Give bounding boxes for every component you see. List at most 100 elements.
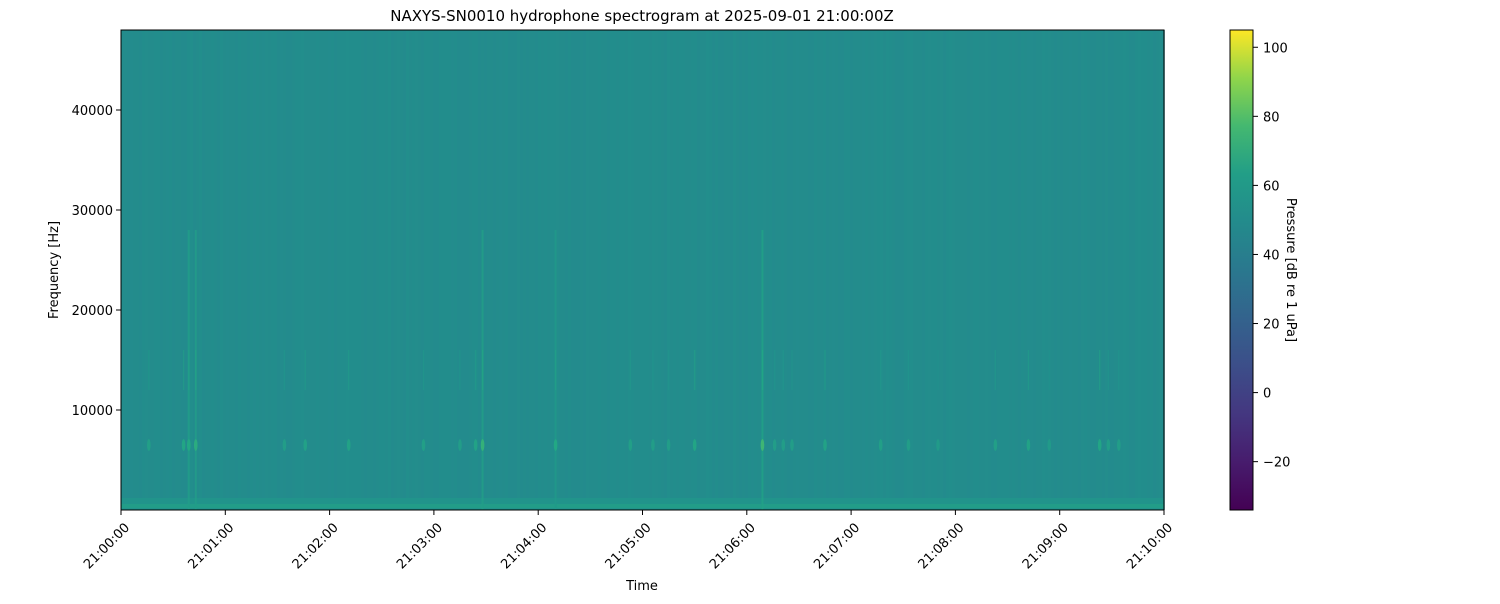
spectrogram-column	[1060, 30, 1063, 510]
spectrogram-column	[1015, 30, 1018, 510]
spectrogram-column	[964, 30, 967, 510]
spectrogram-column	[916, 30, 919, 510]
spectrogram-column	[601, 30, 604, 510]
spectrogram-column	[1033, 30, 1036, 510]
tonal-event	[1047, 439, 1052, 451]
x-tick-label: 21:08:00	[916, 520, 968, 572]
colorbar-tick-label: 100	[1263, 41, 1288, 56]
spectrogram-column	[307, 30, 310, 510]
spectrogram-column	[1021, 30, 1024, 510]
spectrogram-column	[670, 30, 673, 510]
harmonic-event	[348, 350, 350, 390]
spectrogram-column	[253, 30, 256, 510]
spectrogram-column	[199, 30, 202, 510]
spectrogram-column	[772, 30, 775, 510]
spectrogram-column	[433, 30, 436, 510]
spectrogram-column	[988, 30, 991, 510]
spectrogram-column	[820, 30, 823, 510]
spectrogram-column	[673, 30, 676, 510]
spectrogram-column	[1069, 30, 1072, 510]
spectrogram-column	[880, 30, 883, 510]
spectrogram-column	[415, 30, 418, 510]
spectrogram-column	[319, 30, 322, 510]
spectrogram-column	[223, 30, 226, 510]
x-tick-label: 21:01:00	[185, 520, 237, 572]
spectrogram-column	[583, 30, 586, 510]
spectrogram-column	[811, 30, 814, 510]
spectrogram-column	[802, 30, 805, 510]
spectrogram-column	[463, 30, 466, 510]
spectrogram-column	[145, 30, 148, 510]
spectrogram-column	[361, 30, 364, 510]
spectrogram-column	[1102, 30, 1105, 510]
spectrogram-column	[127, 30, 130, 510]
spectrogram-column	[277, 30, 280, 510]
spectrogram-column	[805, 30, 808, 510]
spectrogram-column	[883, 30, 886, 510]
tonal-event	[282, 439, 287, 451]
y-tick-label: 10000	[72, 404, 113, 419]
spectrogram-column	[607, 30, 610, 510]
spectrogram-column	[766, 30, 769, 510]
spectrogram-column	[793, 30, 796, 510]
spectrogram-column	[730, 30, 733, 510]
spectrogram-column	[484, 30, 487, 510]
spectrogram-column	[553, 30, 556, 510]
y-axis-label: Frequency [Hz]	[47, 221, 62, 319]
tonal-event	[186, 439, 191, 451]
spectrogram-column	[787, 30, 790, 510]
spectrogram-column	[709, 30, 712, 510]
tonal-event	[181, 439, 186, 451]
spectrogram-column	[634, 30, 637, 510]
spectrogram-column	[292, 30, 295, 510]
tonal-event	[936, 439, 940, 451]
spectrogram-column	[1114, 30, 1117, 510]
spectrogram-column	[1099, 30, 1102, 510]
spectrogram-column	[142, 30, 145, 510]
spectrogram-column	[421, 30, 424, 510]
spectrogram-column	[148, 30, 151, 510]
tonal-event	[346, 439, 351, 451]
spectrogram-column	[901, 30, 904, 510]
spectrogram-column	[1087, 30, 1090, 510]
spectrogram-column	[1003, 30, 1006, 510]
spectrogram-column	[259, 30, 262, 510]
spectrogram-column	[394, 30, 397, 510]
spectrogram-column	[133, 30, 136, 510]
tonal-event	[760, 439, 765, 451]
chart-title: NAXYS-SN0010 hydrophone spectrogram at 2…	[390, 7, 894, 25]
spectrogram-column	[1144, 30, 1147, 510]
spectrogram-column	[517, 30, 520, 510]
spectrogram-column	[1072, 30, 1075, 510]
spectrogram-column	[829, 30, 832, 510]
spectrogram-column	[862, 30, 865, 510]
spectrogram-column	[592, 30, 595, 510]
spectrogram-column	[202, 30, 205, 510]
spectrogram-column	[754, 30, 757, 510]
spectrogram-column	[1024, 30, 1027, 510]
spectrogram-column	[412, 30, 415, 510]
spectrogram-column	[559, 30, 562, 510]
harmonic-event	[148, 350, 150, 390]
spectrogram-column	[535, 30, 538, 510]
spectrogram-column	[1057, 30, 1060, 510]
spectrogram-column	[130, 30, 133, 510]
tonal-event	[790, 439, 794, 451]
spectrogram-column	[469, 30, 472, 510]
spectrogram-column	[238, 30, 241, 510]
harmonic-event	[1048, 350, 1050, 390]
spectrogram-column	[310, 30, 313, 510]
spectrogram-column	[382, 30, 385, 510]
spectrogram-column	[931, 30, 934, 510]
spectrogram-column	[496, 30, 499, 510]
tonal-event	[1106, 439, 1111, 451]
spectrogram-column	[970, 30, 973, 510]
spectrogram-column	[151, 30, 154, 510]
x-tick-label: 21:05:00	[603, 520, 655, 572]
spectrogram-column	[718, 30, 721, 510]
spectrogram-column	[919, 30, 922, 510]
spectrogram-column	[796, 30, 799, 510]
harmonic-event	[652, 350, 654, 390]
harmonic-event	[188, 350, 190, 390]
